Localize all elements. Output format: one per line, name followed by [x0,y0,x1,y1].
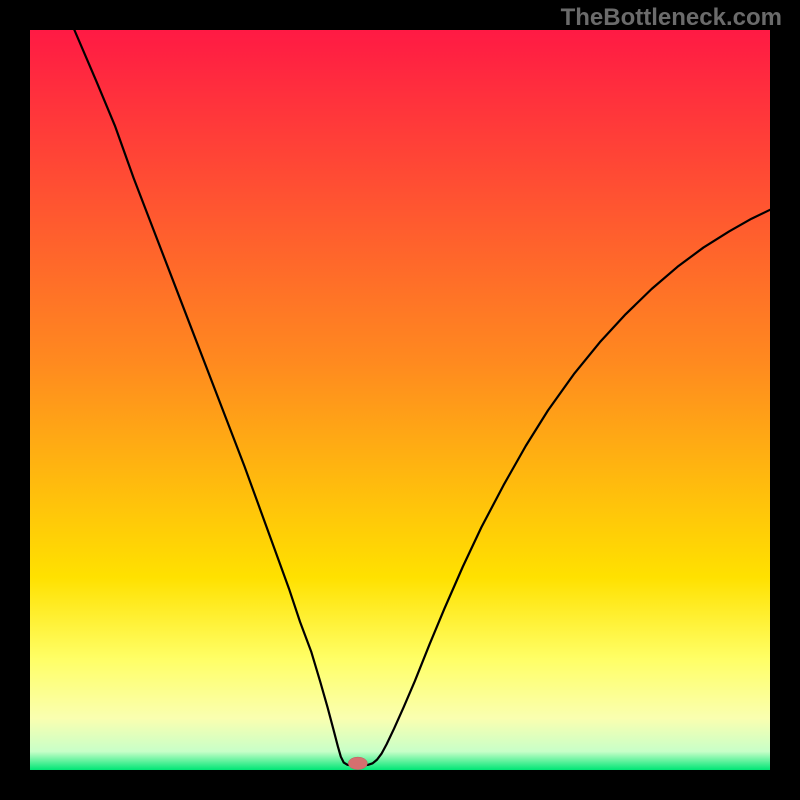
curve-svg [0,0,800,800]
watermark-text: TheBottleneck.com [561,4,782,32]
chart-frame: TheBottleneck.com [0,0,800,800]
bottleneck-curve [74,30,770,766]
minimum-marker [348,757,367,770]
